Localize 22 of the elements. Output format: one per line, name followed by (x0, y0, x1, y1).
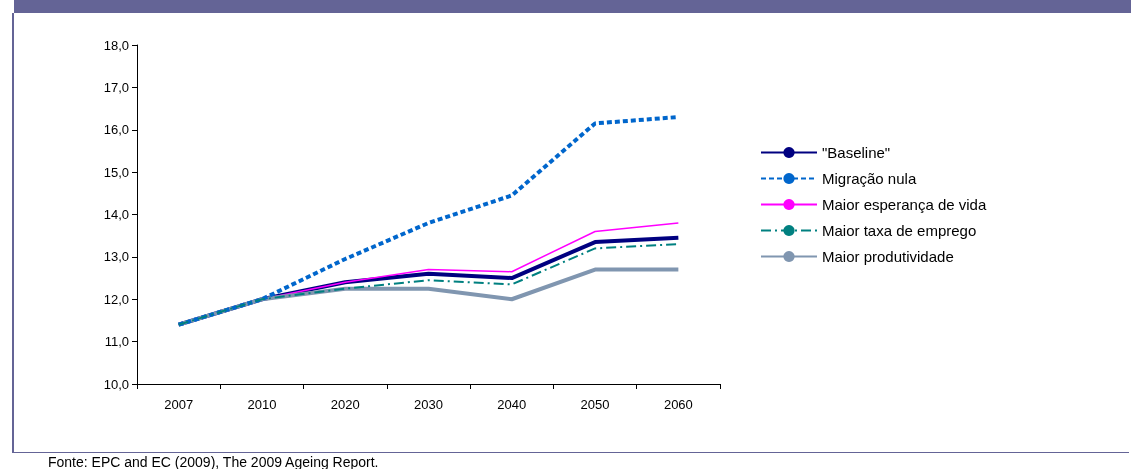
y-tick-label: 14,0 (103, 207, 129, 222)
y-tick-label: 12,0 (103, 291, 129, 307)
y-tick-label: 15,0 (103, 164, 129, 180)
source-note: Fonte: EPC and EC (2009), The 2009 Ageing Report. (48, 454, 379, 469)
x-tick-label: 2060 (663, 397, 693, 412)
y-tick-label: 17,0 (103, 79, 129, 95)
y-tick-label: 13,0 (103, 249, 129, 265)
legend-label: "Baseline" (822, 144, 891, 161)
legend-label: Maior esperança de vida (822, 196, 987, 213)
y-tick-label: 18,0 (103, 37, 129, 53)
legend-label: Migração nula (822, 170, 917, 187)
x-tick-label: 2040 (497, 397, 527, 412)
x-tick-label: 2007 (164, 397, 194, 412)
x-tick-label: 2020 (330, 397, 360, 412)
x-tick-label: 2050 (580, 397, 610, 412)
y-tick-label: 16,0 (103, 122, 129, 138)
legend-label: Maior taxa de emprego (822, 222, 977, 239)
legend-label: Maior produtividade (822, 248, 954, 265)
x-tick-label: 2030 (414, 397, 443, 412)
x-tick-label: 2010 (247, 397, 277, 412)
y-tick-label: 10,0 (103, 376, 129, 392)
y-tick-label: 11,0 (104, 334, 129, 350)
